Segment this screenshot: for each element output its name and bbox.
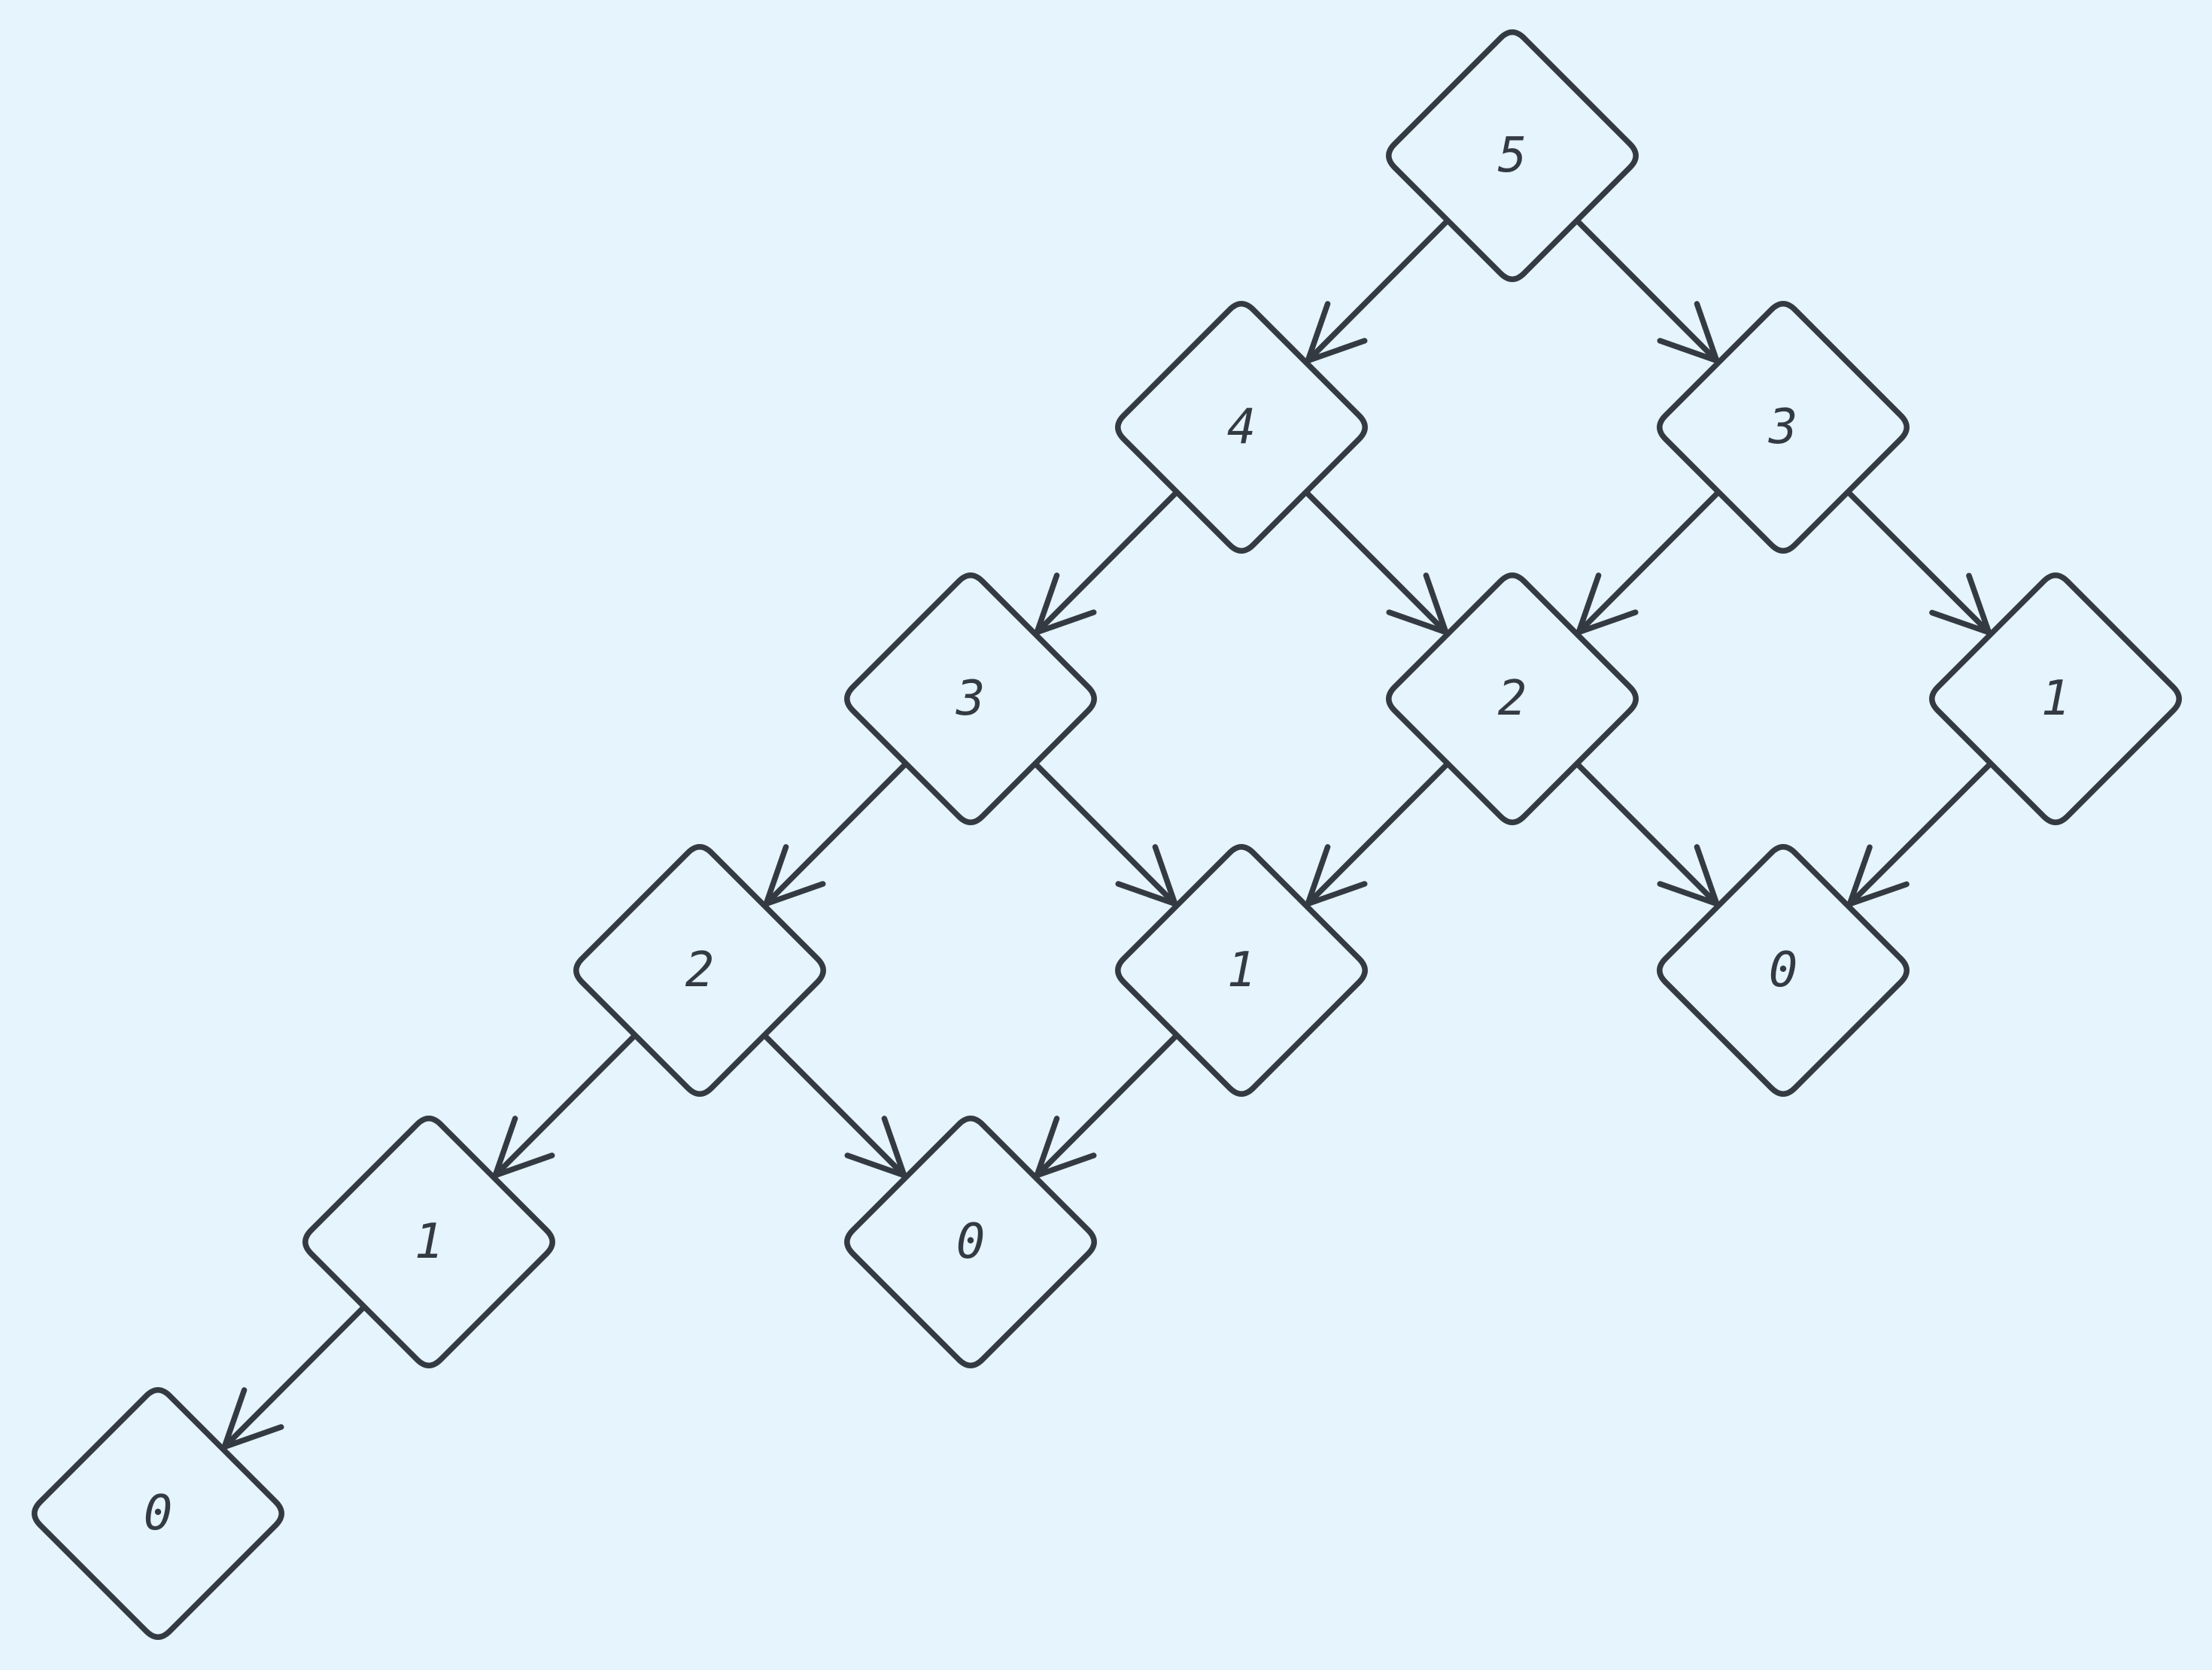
node-n2a: 2 <box>1386 572 1639 825</box>
diamond-node-shape <box>1657 301 1910 554</box>
node-n4: 4 <box>1115 301 1368 554</box>
edge-line <box>1034 1034 1178 1179</box>
edge-arrow-n1b-to-n0b <box>1034 1034 1178 1179</box>
edge-arrow-n5-to-n3a <box>1575 219 1720 364</box>
edge-line <box>1575 219 1720 364</box>
node-label: 2 <box>1498 671 1527 727</box>
edge-line <box>1305 762 1449 907</box>
edge-line <box>763 762 907 907</box>
node-label: 2 <box>685 943 715 998</box>
edge-line <box>1575 762 1720 907</box>
node-label: 5 <box>1498 128 1527 184</box>
node-label: 3 <box>1768 399 1798 455</box>
edge-line <box>1034 490 1178 636</box>
edge-arrow-n2b-to-n0b <box>763 1034 907 1179</box>
node-label: 0 <box>1769 943 1798 998</box>
node-label: 3 <box>956 671 986 727</box>
node-label: 1 <box>2041 671 2071 727</box>
edge-line <box>492 1034 637 1179</box>
node-n1b: 1 <box>1115 844 1368 1097</box>
edge-arrow-n4-to-n3b <box>1034 490 1178 636</box>
nodes-layer: 5 4 3 3 2 1 2 1 0 1 0 0 <box>32 29 2182 1640</box>
edge-arrow-n1a-to-n0a <box>1846 762 1992 907</box>
edge-arrow-n5-to-n4 <box>1305 219 1449 364</box>
node-n0a: 0 <box>1657 844 1910 1097</box>
edge-arrow-n2a-to-n1b <box>1305 762 1449 907</box>
node-n1c: 1 <box>302 1116 555 1368</box>
diamond-node-shape <box>302 1116 555 1368</box>
edge-line <box>1305 490 1449 636</box>
diamond-node-shape <box>1929 572 2182 825</box>
diamond-node-shape <box>1386 572 1639 825</box>
edge-arrow-n3a-to-n1a <box>1846 490 1992 636</box>
diamond-node-shape <box>1115 844 1368 1097</box>
edge-arrow-n3b-to-n2b <box>763 762 907 907</box>
node-n0c: 0 <box>32 1387 284 1640</box>
node-n2b: 2 <box>573 844 826 1097</box>
edge-arrow-n3a-to-n2a <box>1575 490 1720 636</box>
node-label: 1 <box>1227 943 1256 998</box>
edge-line <box>1305 219 1449 364</box>
node-label: 0 <box>144 1486 173 1541</box>
edge-arrow-n3b-to-n1b <box>1034 762 1178 907</box>
edge-line <box>221 1305 366 1450</box>
diamond-node-shape <box>1386 29 1639 282</box>
edge-line <box>763 1034 907 1179</box>
edge-arrow-n2b-to-n1c <box>492 1034 637 1179</box>
node-n1a: 1 <box>1929 572 2182 825</box>
node-label: 4 <box>1227 399 1256 455</box>
diamond-node-shape <box>1115 301 1368 554</box>
diamond-node-shape <box>844 572 1097 825</box>
edge-arrow-n2a-to-n0a <box>1575 762 1720 907</box>
node-n3a: 3 <box>1657 301 1910 554</box>
diamond-node-shape <box>32 1387 284 1640</box>
edge-arrow-n4-to-n2a <box>1305 490 1449 636</box>
node-label: 1 <box>415 1214 444 1270</box>
edge-arrow-n1c-to-n0c <box>221 1305 366 1450</box>
edge-line <box>1846 490 1992 636</box>
diamond-node-shape <box>573 844 826 1097</box>
edge-line <box>1034 762 1178 907</box>
node-n3b: 3 <box>844 572 1097 825</box>
node-n5: 5 <box>1386 29 1639 282</box>
node-label: 0 <box>956 1214 986 1270</box>
diamond-node-shape <box>1657 844 1910 1097</box>
edge-line <box>1575 490 1720 636</box>
node-n0b: 0 <box>844 1116 1097 1368</box>
diamond-node-shape <box>844 1116 1097 1368</box>
edge-line <box>1846 762 1992 907</box>
edges-layer <box>221 219 1992 1450</box>
